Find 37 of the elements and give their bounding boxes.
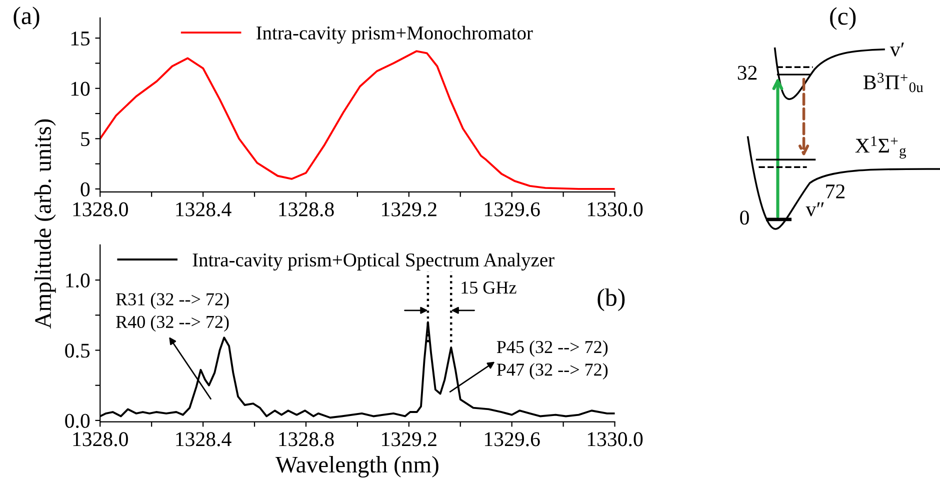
legend-label: Intra-cavity prism+Monochromator bbox=[256, 26, 533, 44]
y-tick-label: 0 bbox=[80, 182, 90, 196]
x-tick-label: 1330.0 bbox=[588, 202, 643, 216]
text: X$^{1}$Σ$^{+}$$_{g}$ bbox=[855, 136, 906, 159]
annotation: P45 (32 --> 72) P47 (32 --> 72) bbox=[496, 340, 608, 380]
x-tick-label: 1328.8 bbox=[279, 432, 334, 446]
x-axis-title: Wavelength (nm) bbox=[275, 456, 438, 478]
text: B$^{3}$Π$^{+}$$_{0u}$ bbox=[863, 72, 924, 92]
y-tick-label: 0.0 bbox=[65, 414, 90, 428]
x-tick-label: 1328.4 bbox=[176, 202, 232, 216]
text: v″ bbox=[806, 202, 824, 216]
y-tick-label: 5 bbox=[81, 132, 90, 146]
x-tick-label: 1330.0 bbox=[588, 432, 643, 446]
annotation: (b) bbox=[598, 288, 625, 312]
y-axis-title: Amplitude (arb. units) bbox=[34, 119, 56, 329]
x-tick-label: 1329.6 bbox=[485, 432, 540, 446]
text: (a) bbox=[14, 6, 40, 30]
text: 72 bbox=[826, 184, 845, 198]
legend-label: Intra-cavity prism+Optical Spectrum Analyzer bbox=[192, 252, 554, 271]
text: (c) bbox=[830, 7, 856, 30]
x-tick-label: 1328.8 bbox=[279, 202, 334, 216]
text: v′ bbox=[890, 42, 904, 56]
annotation: R31 (32 --> 72) R40 (32 --> 72) bbox=[116, 292, 229, 332]
text: 0 bbox=[740, 210, 749, 225]
y-tick-label: 10 bbox=[71, 82, 90, 96]
x-tick-label: 1329.6 bbox=[485, 202, 540, 216]
x-tick-label: 1328.0 bbox=[73, 202, 128, 216]
x-tick-label: 1328.0 bbox=[73, 432, 128, 446]
x-tick-label: 1329.2 bbox=[382, 432, 436, 446]
line-series bbox=[100, 50, 615, 190]
text: 32 bbox=[738, 66, 757, 80]
x-tick-label: 1328.4 bbox=[176, 432, 232, 446]
y-tick-label: 1.0 bbox=[66, 273, 90, 288]
ref-line-label: 15 GHz bbox=[462, 282, 516, 294]
x-tick-label: 1329.2 bbox=[382, 202, 436, 216]
y-tick-label: 0.5 bbox=[65, 344, 90, 358]
y-tick-label: 15 bbox=[71, 32, 90, 46]
